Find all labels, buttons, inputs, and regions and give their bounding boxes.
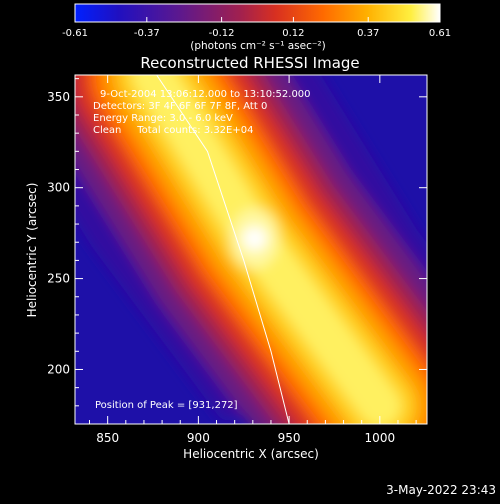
annotation-energy: Energy Range: 3.0 - 6.0 keV [93, 113, 233, 124]
y-tick-label: 200 [47, 362, 70, 376]
colorbar-unit: (photons cm⁻² s⁻¹ asec⁻²) [190, 40, 325, 52]
x-tick-label: 950 [278, 431, 301, 445]
colorbar-tick-label: -0.12 [209, 28, 235, 39]
colorbar-tick-label: 0.61 [429, 28, 451, 39]
x-tick-label: 1000 [365, 431, 396, 445]
y-axis: 200 250 300 350 [47, 78, 427, 407]
annotation-time: 9-Oct-2004 13:06:12.000 to 13:10:52.000 [100, 89, 311, 100]
colorbar-gradient [74, 3, 441, 23]
y-tick-label: 300 [47, 181, 70, 195]
y-tick-label: 350 [47, 90, 70, 104]
solar-limb-curve [156, 75, 290, 424]
x-tick-label: 900 [187, 431, 210, 445]
colorbar-tick-label: 0.37 [357, 28, 379, 39]
chart-title: Reconstructed RHESSI Image [140, 54, 359, 72]
y-tick-label: 250 [47, 272, 70, 286]
footer-timestamp: 3-May-2022 23:43 [386, 483, 496, 497]
colorbar-tick-label: -0.37 [134, 28, 160, 39]
peak-position-label: Position of Peak = [931,272] [95, 400, 238, 411]
heatmap-image [75, 75, 427, 424]
plot-frame [74, 74, 428, 425]
colorbar-tick-label: -0.61 [62, 28, 88, 39]
y-axis-label: Heliocentric Y (arcsec) [25, 183, 39, 318]
plot-annotations: 9-Oct-2004 13:06:12.000 to 13:10:52.000 … [93, 89, 311, 411]
peak-marker [242, 226, 267, 251]
x-tick-label: 850 [96, 431, 119, 445]
colorbar: -0.61 -0.37 -0.12 0.12 0.37 0.61 (photons cm⁻… [62, 3, 451, 52]
colorbar-tick-label: 0.12 [282, 28, 304, 39]
annotation-detectors: Detectors: 3F 4F 6F 6F 7F 8F, Att 0 [93, 101, 267, 112]
colorbar-ticks: -0.61 -0.37 -0.12 0.12 0.37 0.61 [62, 17, 451, 39]
x-axis-label: Heliocentric X (arcsec) [183, 447, 319, 461]
annotation-clean: Clean Total counts: 3.32E+04 [93, 125, 253, 136]
x-axis: 850 900 950 1000 [89, 75, 417, 445]
